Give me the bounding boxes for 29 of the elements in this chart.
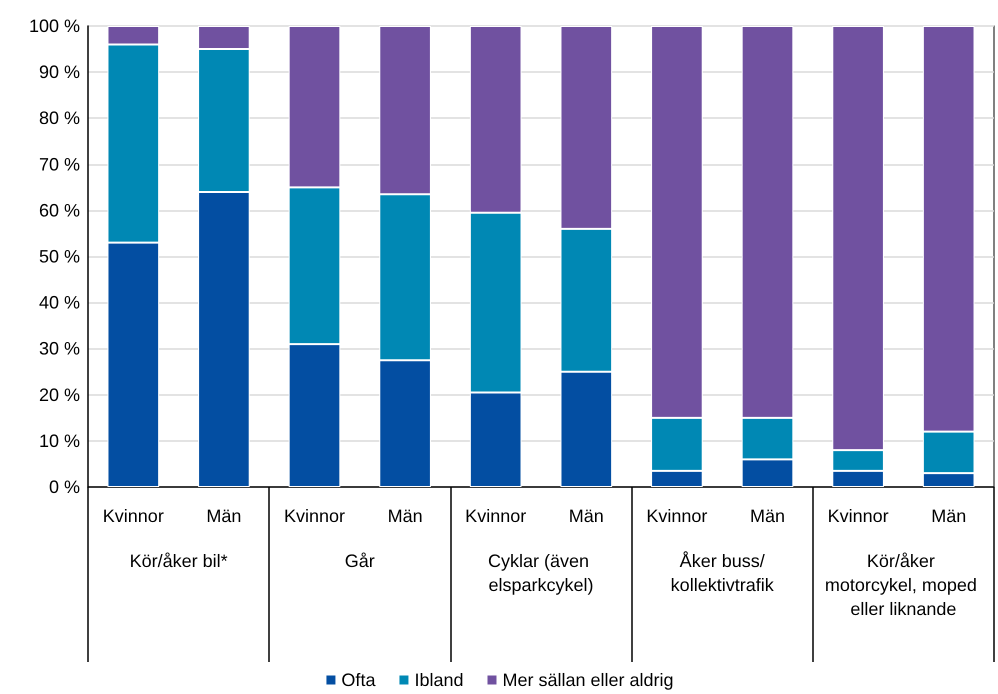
y-tick-label: 90 % [38,62,80,82]
x-tick-label: Kvinnor [646,506,708,526]
y-tick-label: 30 % [38,338,80,359]
y-tick-label: 10 % [38,430,80,451]
x-tick-label: Män [568,506,604,526]
text: Åker buss/kollektivtrafik [670,551,775,595]
x-tick-label: Män [206,506,242,526]
x-tick-label: Kvinnor [828,506,889,526]
x-tick-label: Kvinnor [465,506,526,526]
x-tick-label: Kvinnor [102,506,164,526]
legend-label: Ofta [341,670,376,690]
y-tick-label: 40 % [38,292,80,313]
text: Cyklar (även elsparkcykel) [488,551,594,595]
y-tick-label: 100 % [28,16,80,36]
text: Går [344,551,375,571]
legend-label: Ibland [414,670,464,690]
x-tick-label: Män [388,506,423,526]
x-tick-label: Män [931,506,966,526]
x-tick-label: Kvinnor [284,506,346,526]
y-tick-label: 80 % [38,108,80,128]
x-tick-label: Män [750,506,786,526]
y-tick-label: 50 % [38,246,80,266]
y-tick-label: 20 % [38,384,80,405]
text: Kör/åker bil* [130,551,228,571]
y-tick-label: 70 % [38,154,80,174]
legend-label: Mer sällan eller aldrig [502,670,674,690]
y-tick-label: 0 % [48,477,80,497]
y-tick-label: 60 % [38,200,80,220]
text: Kör/åker motorcykel, moped eller liknande [824,551,982,619]
